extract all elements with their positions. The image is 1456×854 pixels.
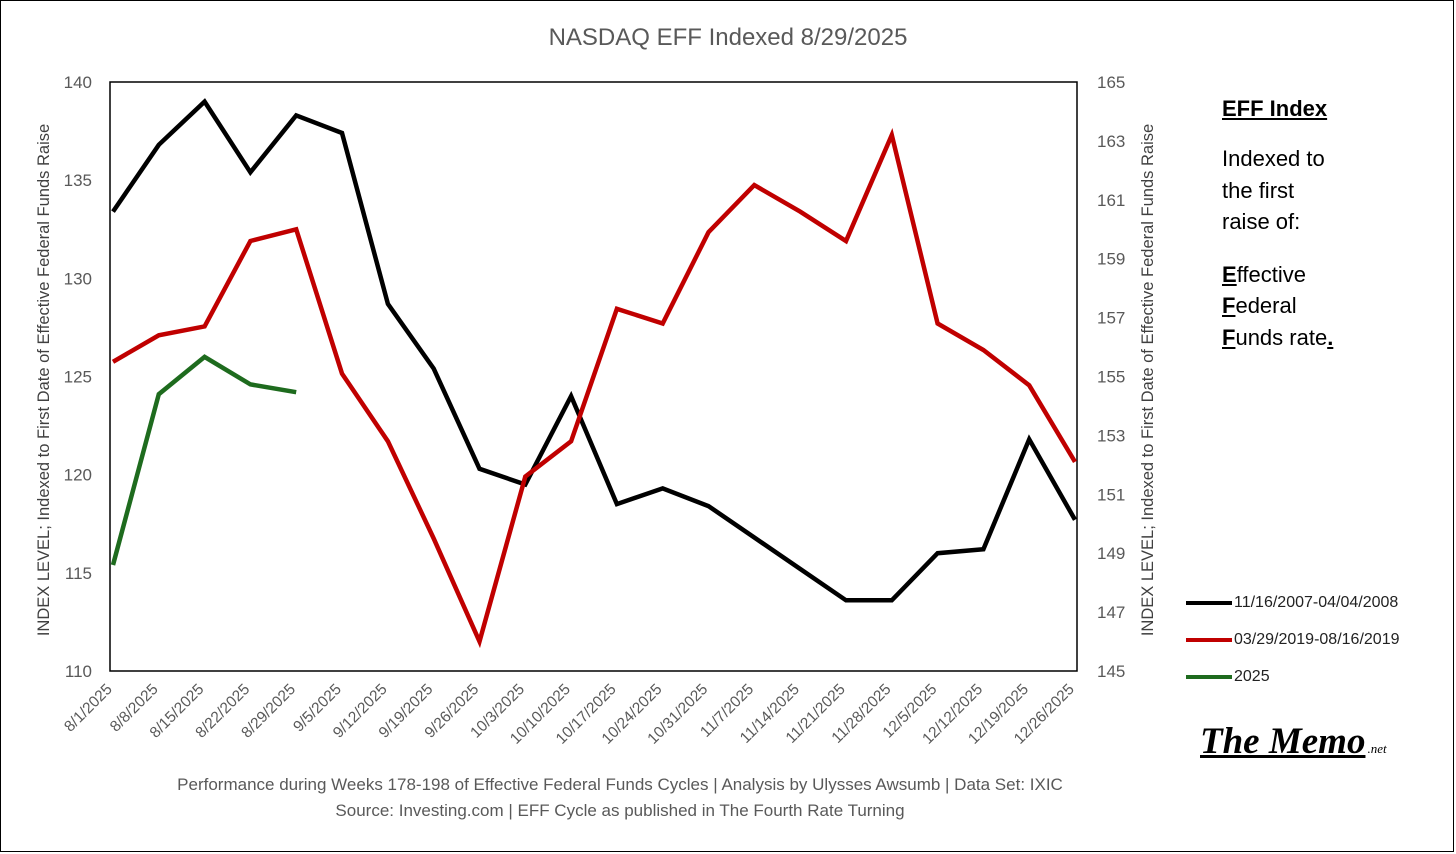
legend-swatch [1186, 600, 1232, 605]
footer-source: Source: Investing.com | EFF Cycle as pub… [335, 801, 905, 820]
note-line: raise of: [1222, 209, 1301, 234]
note-federal: Federal [1222, 290, 1432, 322]
y2-tick-label: 155 [1097, 368, 1125, 387]
legend-swatch [1186, 637, 1232, 642]
note-line: the first [1222, 177, 1295, 203]
y-tick-label: 120 [64, 466, 92, 485]
y2-tick-label: 163 [1097, 132, 1125, 151]
the-memo-logo: The Memo .net [1200, 720, 1387, 763]
series-lines [110, 98, 1077, 649]
series-line-0 [111, 98, 1077, 603]
note-funds: Funds rate. [1222, 322, 1432, 354]
y-tick-label: 135 [64, 171, 92, 190]
y2-tick-label: 153 [1097, 426, 1125, 445]
legend-item: 03/29/2019-08/16/2019 [1186, 621, 1399, 658]
y2-tick-label: 147 [1097, 603, 1125, 622]
note-effective: Effective [1222, 259, 1432, 291]
note-line: Indexed to [1222, 146, 1325, 171]
logo-text: The Memo [1200, 721, 1366, 762]
left-axis-ticks: 110 115 120 125 130 135 140 [64, 73, 92, 681]
legend-item: 11/16/2007-04/04/2008 [1186, 584, 1399, 621]
y2-tick-label: 149 [1097, 544, 1125, 563]
x-tick-label: 8/1/2025 [61, 681, 116, 736]
right-axis-ticks: 145 147 149 151 153 155 157 159 161 163 165 [1097, 73, 1125, 681]
y2-tick-label: 145 [1097, 662, 1125, 681]
plot-area-border [109, 81, 1078, 672]
y2-tick-label: 151 [1097, 485, 1125, 504]
series-line-1 [111, 127, 1077, 649]
y-tick-label: 130 [64, 269, 92, 288]
right-axis-label: INDEX LEVEL; Indexed to First Date of Ef… [1139, 124, 1157, 636]
note-letter: E [1222, 261, 1237, 287]
y2-tick-label: 157 [1097, 309, 1125, 328]
note-word: ffective [1236, 261, 1306, 287]
eff-index-note: EFF Index Indexed to the first raise of:… [1222, 96, 1432, 353]
chart-title: NASDAQ EFF Indexed 8/29/2025 [549, 24, 908, 51]
y2-tick-label: 159 [1097, 250, 1125, 269]
y-tick-label: 125 [64, 368, 92, 387]
note-letter: F [1222, 293, 1236, 318]
note-word: ederal [1235, 293, 1297, 318]
y-tick-label: 110 [65, 662, 92, 681]
legend-swatch [1186, 674, 1232, 679]
x-axis-ticks: 8/1/20258/8/20258/15/20258/22/20258/29/2… [61, 681, 1078, 748]
legend-label: 03/29/2019-08/16/2019 [1234, 630, 1400, 648]
legend-label: 2025 [1234, 667, 1270, 685]
note-letter: F [1222, 324, 1236, 350]
y-tick-label: 140 [64, 73, 92, 92]
legend-label: 11/16/2007-04/04/2008 [1234, 593, 1399, 611]
logo-suffix: .net [1367, 741, 1387, 756]
y2-tick-label: 161 [1097, 191, 1125, 210]
y-tick-label: 115 [65, 564, 92, 583]
series-line-2 [110, 354, 297, 566]
legend: 11/16/2007-04/04/2008 03/29/2019-08/16/2… [1186, 584, 1399, 695]
y2-tick-label: 165 [1097, 73, 1125, 92]
left-axis-label: INDEX LEVEL; Indexed to First Date of Ef… [35, 124, 53, 636]
footer-credits: Performance during Weeks 178-198 of Effe… [177, 775, 1063, 794]
note-heading: EFF Index [1222, 96, 1328, 121]
legend-item: 2025 [1186, 658, 1399, 695]
note-period: . [1327, 324, 1334, 350]
note-word: unds rate [1235, 324, 1328, 350]
